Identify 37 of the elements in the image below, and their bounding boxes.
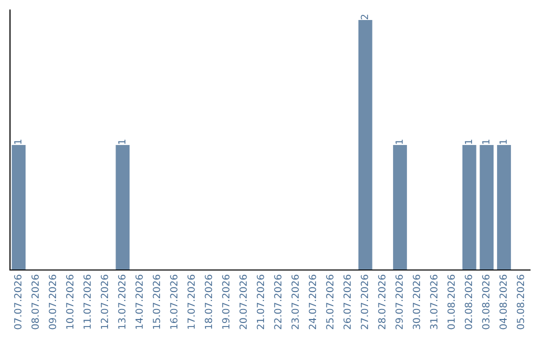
x-tick-label: 15.07.2026 (152, 274, 160, 329)
data-label: 1 (118, 140, 126, 144)
x-tick-label: 02.08.2026 (464, 274, 472, 330)
x-tick-label: 01.08.2026 (447, 274, 455, 330)
x-tick-label: 17.07.2026 (187, 274, 195, 329)
x-tick-label: 27.07.2026 (360, 274, 368, 330)
data-label: 1 (500, 140, 507, 144)
x-tick-label: 03.08.2026 (482, 274, 490, 330)
x-tick-label: 05.08.2026 (516, 274, 524, 330)
x-tick-label: 21.07.2026 (256, 274, 264, 330)
x-tick-label: 28.07.2026 (378, 274, 386, 330)
data-label: 2 (360, 14, 368, 20)
x-tick-label: 07.07.2026 (14, 274, 22, 330)
x-tick-label: 19.07.2026 (222, 274, 230, 329)
x-tick-label: 13.07.2026 (118, 274, 126, 329)
x-tick-label: 26.07.2026 (343, 274, 351, 330)
x-tick-label: 29.07.2026 (395, 274, 403, 330)
data-label: 1 (464, 140, 472, 144)
x-tick-label: 20.07.2026 (239, 274, 247, 330)
x-tick-label: 31.07.2026 (430, 274, 438, 330)
x-tick-label: 30.07.2026 (412, 274, 420, 330)
x-tick-label: 22.07.2026 (274, 274, 282, 330)
data-label: 1 (482, 140, 490, 144)
x-tick-label: 09.07.2026 (48, 274, 56, 330)
x-tick-label: 24.07.2026 (308, 274, 316, 330)
x-tick-label: 23.07.2026 (291, 274, 299, 330)
x-tick-label: 04.08.2026 (499, 274, 507, 330)
x-tick-label: 08.07.2026 (31, 274, 39, 330)
data-label: 1 (396, 140, 403, 144)
x-tick-label: 10.07.2026 (66, 274, 74, 329)
x-tick-label: 25.07.2026 (326, 274, 334, 330)
x-tick-label: 14.07.2026 (135, 274, 143, 329)
x-tick-label: 16.07.2026 (170, 274, 178, 329)
data-label: 1 (14, 140, 22, 144)
x-tick-label: 11.07.2026 (83, 274, 91, 329)
x-tick-label: 18.07.2026 (204, 274, 212, 329)
x-tick-label: 12.07.2026 (100, 274, 108, 329)
